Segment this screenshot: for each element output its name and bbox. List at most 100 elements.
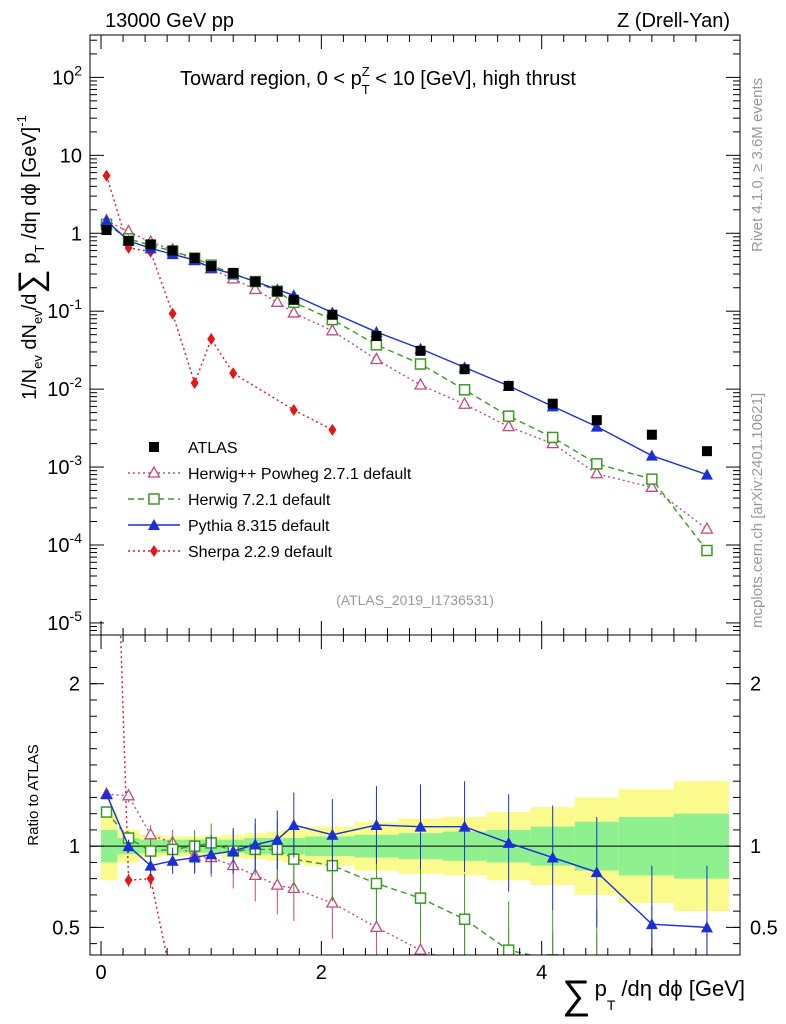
data-point-sherpa — [229, 367, 238, 380]
data-point-herwig — [287, 305, 301, 318]
rivet-label: Rivet 4.1.0, ≥ 3.6M events — [749, 78, 766, 252]
data-point-atlas — [228, 267, 239, 278]
data-point-atlas — [189, 253, 200, 264]
ratio-point-herwig — [369, 920, 384, 933]
data-point-herwig — [645, 479, 659, 492]
data-point-atlas — [101, 225, 112, 236]
data-point-herwig — [590, 466, 604, 479]
legend-marker-herwig — [148, 493, 160, 505]
ratio-series-pythia — [100, 781, 713, 955]
y-tick-label: 102 — [52, 62, 82, 89]
y-tick-label: 10-1 — [47, 296, 82, 323]
ratio-point-herwig — [270, 877, 284, 890]
data-point-atlas — [288, 294, 299, 305]
ratio-point-pythia — [326, 828, 339, 840]
data-point-herwig — [270, 294, 284, 307]
ratio-point-pythia — [700, 921, 713, 933]
ratio-point-herwig — [100, 806, 113, 818]
x-tick-label: 2 — [316, 962, 327, 984]
data-point-herwig — [701, 544, 713, 557]
data-point-herwig — [325, 323, 339, 336]
data-point-atlas — [701, 446, 712, 457]
ratio-point-herwig — [370, 877, 383, 890]
plot-title: Toward region, 0 < pZ T < 10 [GeV], high … — [180, 64, 576, 97]
ratio-point-pythia — [590, 866, 603, 878]
series-atlas — [101, 225, 712, 457]
ratio-frame — [89, 634, 741, 956]
data-point-herwig — [458, 384, 471, 396]
data-point-sherpa — [190, 376, 199, 389]
ratio-line-sherpa — [119, 635, 168, 955]
y-axis-label: 1/Nev dNev/d∑ pT /dη dϕ [GeV]-1 — [12, 115, 50, 400]
data-point-herwig — [502, 410, 515, 422]
data-point-pythia — [645, 449, 658, 461]
y-tick-label: 1 — [71, 223, 82, 245]
ratio-point-herwig — [325, 895, 339, 908]
legend-marker-sherpa — [150, 545, 158, 557]
mcplots-label: mcplots.cern.ch [arXiv:2401.10621] — [749, 393, 766, 628]
ratio-point-herwig — [144, 845, 157, 857]
ratio-plot: 0 2 4 0.5 0.5 1 1 2 2 — [52, 634, 778, 984]
data-point-sherpa — [168, 307, 177, 320]
ratio-point-pythia — [414, 820, 427, 832]
y-tick-label: 10-4 — [47, 530, 82, 557]
data-point-herwig — [646, 473, 658, 485]
data-point-herwig — [414, 358, 427, 370]
ratio-tick-label: 2 — [69, 674, 80, 696]
ratio-point-pythia — [271, 833, 284, 845]
ratio-point-pythia — [227, 845, 240, 857]
data-point-atlas — [503, 380, 514, 391]
ratio-point-pythia — [249, 838, 262, 850]
ratio-point-herwig — [143, 827, 158, 840]
data-point-herwig — [457, 396, 472, 409]
data-point-pythia — [100, 214, 113, 226]
legend-label-herwig: Herwig++ Powheg 2.7.1 default — [188, 466, 412, 483]
ratio-point-herwig — [502, 944, 515, 955]
ratio-point-pythia — [546, 851, 559, 863]
y-tick-label: 10-5 — [47, 608, 82, 635]
ratio-point-pythia — [188, 851, 201, 863]
data-point-pythia — [700, 468, 713, 480]
data-point-herwig — [413, 377, 428, 390]
analysis-id: (ATLAS_2019_I1736531) — [336, 592, 494, 608]
data-point-atlas — [250, 276, 261, 287]
main-plot: 10-5 10-4 10-3 10-2 10-1 1 10 102 — [47, 34, 741, 636]
y-tick-label: 10-2 — [47, 374, 82, 401]
ratio-tick-label-right: 0.5 — [750, 917, 778, 939]
legend-marker-pythia — [148, 519, 160, 530]
ratio-point-sherpa — [146, 872, 155, 885]
ratio-point-herwig — [121, 788, 136, 801]
data-point-atlas — [459, 364, 470, 375]
ratio-point-pythia — [100, 788, 113, 800]
data-point-atlas — [646, 429, 657, 440]
data-point-herwig — [700, 521, 714, 534]
x-tick-label: 0 — [95, 962, 106, 984]
ratio-point-pythia — [144, 859, 157, 871]
header-right: Z (Drell-Yan) — [617, 10, 730, 32]
data-point-sherpa — [289, 403, 298, 416]
ratio-y-axis-label: Ratio to ATLAS — [25, 744, 42, 845]
ratio-tick-label: 0.5 — [52, 917, 80, 939]
data-point-atlas — [123, 235, 134, 246]
data-point-atlas — [145, 239, 156, 250]
data-point-sherpa — [207, 332, 216, 345]
ratio-point-pythia — [645, 918, 658, 930]
ratio-tick-label: 1 — [69, 836, 80, 858]
data-point-herwig — [370, 339, 383, 351]
legend: ATLAS Herwig++ Powheg 2.7.1 default Herwig… — [128, 440, 412, 561]
data-point-atlas — [206, 261, 217, 272]
data-point-atlas — [591, 415, 602, 426]
ratio-point-herwig — [414, 892, 427, 904]
data-point-sherpa — [328, 423, 337, 436]
header-left: 13000 GeV pp — [105, 10, 234, 32]
data-point-herwig — [248, 282, 262, 295]
legend-marker-herwig — [147, 465, 161, 478]
ratio-point-pythia — [502, 836, 515, 848]
y-tick-label: 10 — [60, 145, 82, 167]
data-point-herwig — [591, 458, 603, 470]
data-point-atlas — [415, 345, 426, 356]
ratio-point-pythia — [287, 819, 300, 831]
ratio-point-pythia — [166, 854, 179, 866]
ratio-point-pythia — [458, 820, 471, 832]
x-tick-label: 4 — [536, 962, 547, 984]
